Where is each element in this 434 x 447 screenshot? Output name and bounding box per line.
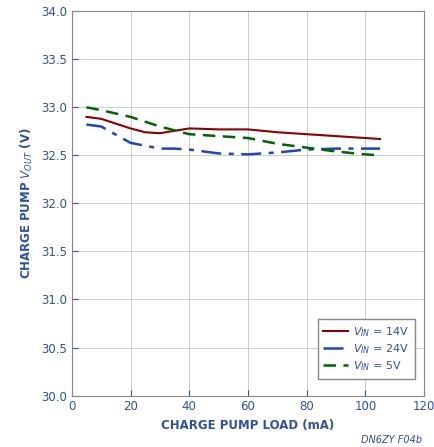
$V_{IN}$ = 24V xyxy=(84,122,89,127)
Line: $V_{IN}$ = 14V: $V_{IN}$ = 14V xyxy=(86,117,379,139)
$V_{IN}$ = 14V xyxy=(303,131,309,137)
$V_{IN}$ = 5V xyxy=(362,152,367,157)
$V_{IN}$ = 14V xyxy=(245,127,250,132)
$V_{IN}$ = 5V xyxy=(157,124,162,129)
$V_{IN}$ = 24V xyxy=(186,147,191,152)
$V_{IN}$ = 5V xyxy=(274,141,279,147)
$V_{IN}$ = 14V xyxy=(274,130,279,135)
$V_{IN}$ = 5V xyxy=(377,152,382,158)
$V_{IN}$ = 14V xyxy=(128,126,133,131)
$V_{IN}$ = 14V xyxy=(333,133,338,139)
$V_{IN}$ = 14V xyxy=(98,116,104,122)
$V_{IN}$ = 24V xyxy=(216,151,221,156)
X-axis label: CHARGE PUMP LOAD (mA): CHARGE PUMP LOAD (mA) xyxy=(161,419,334,432)
$V_{IN}$ = 24V xyxy=(128,140,133,146)
$V_{IN}$ = 5V xyxy=(128,114,133,119)
$V_{IN}$ = 5V xyxy=(245,135,250,141)
$V_{IN}$ = 24V xyxy=(274,150,279,155)
$V_{IN}$ = 5V xyxy=(186,131,191,137)
$V_{IN}$ = 14V xyxy=(84,114,89,119)
$V_{IN}$ = 14V xyxy=(186,126,191,131)
$V_{IN}$ = 24V xyxy=(245,152,250,157)
$V_{IN}$ = 5V xyxy=(303,145,309,150)
$V_{IN}$ = 14V xyxy=(157,131,162,136)
$V_{IN}$ = 14V xyxy=(377,136,382,142)
$V_{IN}$ = 24V xyxy=(98,124,104,129)
Y-axis label: CHARGE PUMP $V_{OUT}$ (V): CHARGE PUMP $V_{OUT}$ (V) xyxy=(19,127,35,279)
$V_{IN}$ = 24V xyxy=(303,147,309,152)
$V_{IN}$ = 24V xyxy=(377,146,382,151)
$V_{IN}$ = 14V xyxy=(216,127,221,132)
$V_{IN}$ = 24V xyxy=(333,146,338,151)
Line: $V_{IN}$ = 5V: $V_{IN}$ = 5V xyxy=(86,107,379,155)
Legend: $V_{IN}$ = 14V, $V_{IN}$ = 24V, $V_{IN}$ = 5V: $V_{IN}$ = 14V, $V_{IN}$ = 24V, $V_{IN}$… xyxy=(317,319,414,379)
$V_{IN}$ = 14V xyxy=(142,130,148,135)
$V_{IN}$ = 5V xyxy=(84,105,89,110)
$V_{IN}$ = 5V xyxy=(333,149,338,154)
$V_{IN}$ = 14V xyxy=(362,135,367,141)
$V_{IN}$ = 5V xyxy=(216,133,221,139)
$V_{IN}$ = 24V xyxy=(142,143,148,148)
Text: DN6ZY F04b: DN6ZY F04b xyxy=(360,435,421,445)
$V_{IN}$ = 24V xyxy=(362,146,367,151)
$V_{IN}$ = 24V xyxy=(157,146,162,151)
$V_{IN}$ = 24V xyxy=(171,146,177,151)
Line: $V_{IN}$ = 24V: $V_{IN}$ = 24V xyxy=(86,125,379,154)
$V_{IN}$ = 5V xyxy=(98,107,104,113)
